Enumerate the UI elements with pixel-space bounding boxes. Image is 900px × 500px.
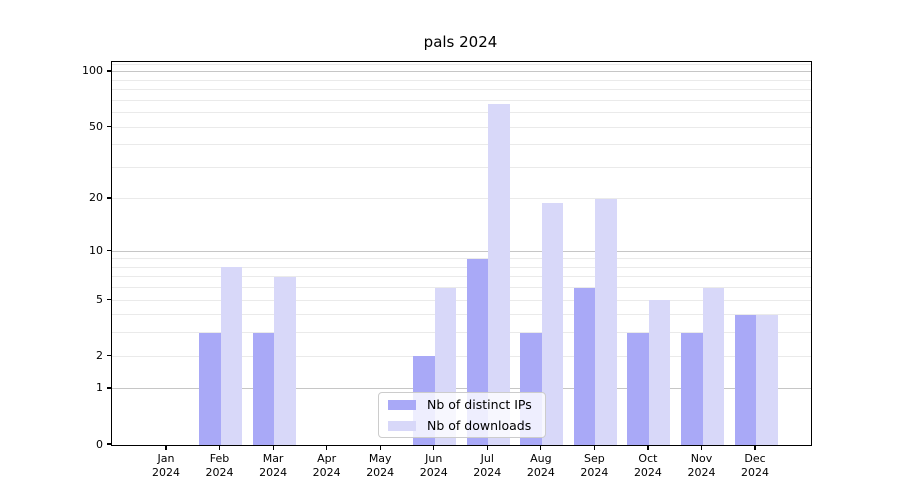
legend-item-distinct-ips: Nb of distinct IPs bbox=[388, 397, 536, 412]
y-gridline bbox=[112, 63, 811, 65]
y-gridline bbox=[112, 258, 811, 260]
y-tick-label: 0 bbox=[96, 437, 103, 451]
y-gridline bbox=[112, 276, 811, 278]
y-tick-mark bbox=[106, 125, 111, 127]
x-tick-mark bbox=[486, 445, 488, 450]
y-gridline bbox=[112, 112, 811, 114]
bar-nov-downloads bbox=[702, 287, 724, 445]
y-gridline bbox=[112, 89, 811, 91]
x-tick-mark bbox=[433, 445, 435, 450]
bar-dec-distinct-ips bbox=[734, 314, 757, 445]
y-gridline bbox=[112, 388, 811, 390]
x-tick-label: Jul 2024 bbox=[473, 452, 502, 479]
legend-label-downloads: Nb of downloads bbox=[427, 418, 532, 433]
y-gridline bbox=[112, 299, 811, 301]
y-tick-label: 1 bbox=[96, 381, 103, 395]
x-tick-label: Nov 2024 bbox=[687, 452, 716, 479]
y-gridline bbox=[112, 166, 811, 168]
x-tick-mark bbox=[647, 445, 649, 450]
x-tick-label: Dec 2024 bbox=[741, 452, 770, 479]
chart-title: pals 2024 bbox=[423, 33, 498, 51]
bar-mar-distinct-ips bbox=[252, 332, 275, 445]
y-gridline bbox=[112, 314, 811, 316]
x-tick-label: Jun 2024 bbox=[419, 452, 448, 479]
bar-feb-downloads bbox=[220, 267, 243, 445]
legend-swatch-downloads bbox=[388, 420, 416, 431]
x-tick-mark bbox=[272, 445, 274, 450]
x-tick-mark bbox=[593, 445, 595, 450]
y-gridline bbox=[112, 266, 811, 268]
y-gridline bbox=[112, 71, 811, 73]
y-gridline bbox=[112, 99, 811, 101]
x-tick-label: Mar 2024 bbox=[259, 452, 288, 479]
y-tick-mark bbox=[106, 70, 111, 72]
y-tick-mark bbox=[106, 249, 111, 251]
x-tick-mark bbox=[165, 445, 167, 450]
y-gridline bbox=[112, 332, 811, 334]
x-tick-label: Oct 2024 bbox=[633, 452, 662, 479]
x-tick-label: Sep 2024 bbox=[580, 452, 609, 479]
bar-sep-downloads bbox=[595, 198, 617, 445]
y-tick-mark bbox=[106, 298, 111, 300]
y-tick-label: 20 bbox=[89, 191, 103, 205]
bar-sep-distinct-ips bbox=[573, 287, 596, 445]
x-tick-mark bbox=[379, 445, 381, 450]
bar-jul-downloads bbox=[488, 103, 510, 445]
plot-area bbox=[111, 61, 812, 446]
bar-aug-downloads bbox=[541, 202, 564, 445]
x-tick-label: May 2024 bbox=[366, 452, 395, 479]
y-tick-mark bbox=[106, 354, 111, 356]
bar-oct-distinct-ips bbox=[627, 332, 649, 445]
x-tick-mark bbox=[540, 445, 542, 450]
x-tick-label: Feb 2024 bbox=[205, 452, 234, 479]
bar-mar-downloads bbox=[274, 276, 296, 445]
y-gridline bbox=[112, 355, 811, 357]
y-tick-label: 50 bbox=[89, 119, 103, 133]
y-gridline bbox=[112, 198, 811, 200]
x-tick-mark bbox=[754, 445, 756, 450]
y-tick-label: 10 bbox=[89, 243, 103, 257]
y-tick-mark bbox=[106, 387, 111, 389]
x-tick-label: Apr 2024 bbox=[312, 452, 341, 479]
y-tick-mark bbox=[106, 197, 111, 199]
bar-nov-distinct-ips bbox=[681, 332, 703, 445]
legend-item-downloads: Nb of downloads bbox=[388, 418, 536, 433]
y-tick-label: 100 bbox=[82, 64, 103, 78]
y-tick-label: 5 bbox=[96, 292, 103, 306]
y-gridline bbox=[112, 287, 811, 289]
legend-swatch-distinct-ips bbox=[388, 399, 416, 410]
legend: Nb of distinct IPs Nb of downloads bbox=[378, 392, 546, 438]
x-tick-mark bbox=[218, 445, 221, 450]
y-tick-label: 2 bbox=[96, 348, 103, 362]
y-tick-mark bbox=[106, 443, 111, 445]
x-tick-label: Aug 2024 bbox=[526, 452, 555, 479]
bar-oct-downloads bbox=[648, 300, 671, 445]
x-tick-mark bbox=[700, 445, 703, 450]
y-gridline bbox=[112, 79, 811, 81]
bar-dec-downloads bbox=[756, 314, 778, 445]
y-gridline bbox=[112, 126, 811, 128]
x-tick-label: Jan 2024 bbox=[152, 452, 180, 479]
bar-feb-distinct-ips bbox=[199, 332, 221, 445]
y-gridline bbox=[112, 144, 811, 146]
x-tick-mark bbox=[326, 445, 328, 450]
y-gridline bbox=[112, 250, 811, 252]
legend-label-distinct-ips: Nb of distinct IPs bbox=[427, 397, 532, 412]
